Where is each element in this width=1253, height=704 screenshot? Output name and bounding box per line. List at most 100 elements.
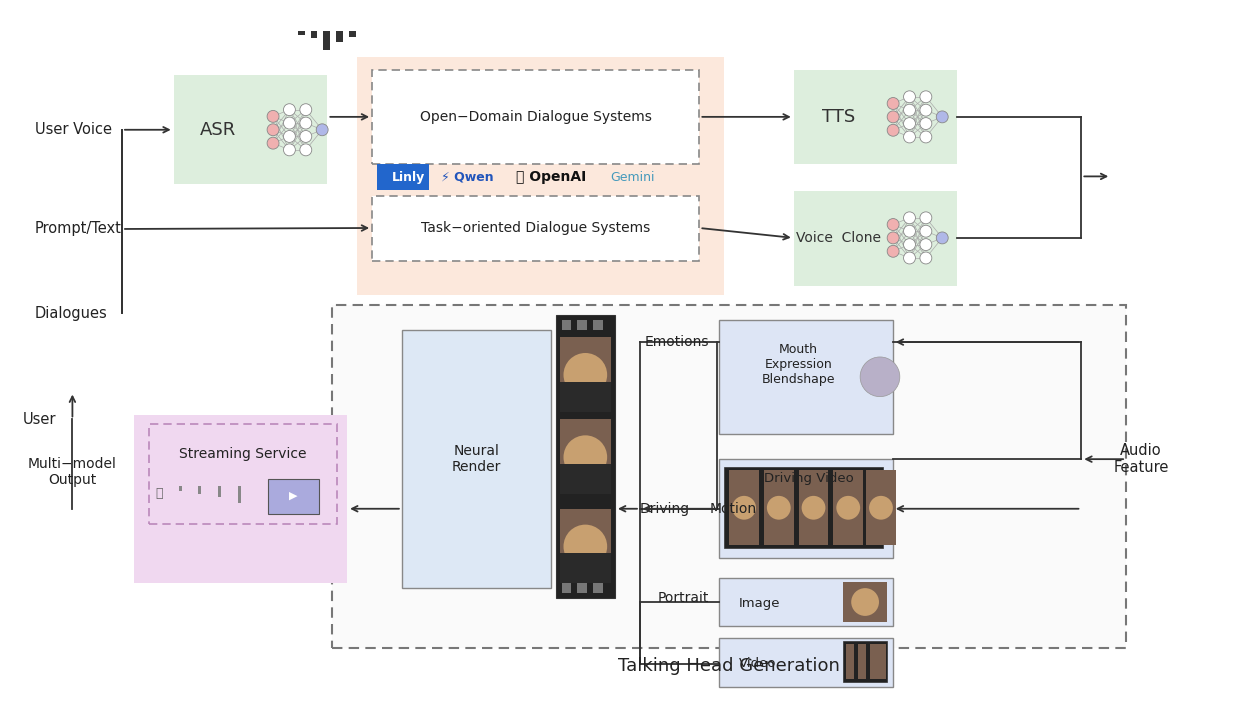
Text: Emotions: Emotions bbox=[645, 335, 709, 349]
Circle shape bbox=[920, 212, 932, 224]
Circle shape bbox=[887, 98, 900, 109]
Circle shape bbox=[903, 104, 916, 116]
Bar bbox=[560, 337, 611, 412]
Circle shape bbox=[887, 232, 900, 244]
Circle shape bbox=[860, 357, 900, 396]
Bar bbox=[719, 578, 893, 626]
Circle shape bbox=[887, 125, 900, 136]
Circle shape bbox=[267, 137, 279, 149]
Bar bbox=[332, 306, 1126, 648]
Circle shape bbox=[299, 117, 312, 129]
Bar bbox=[311, 30, 317, 39]
Text: Linly: Linly bbox=[392, 171, 425, 184]
Bar bbox=[793, 191, 957, 286]
Circle shape bbox=[299, 103, 312, 115]
Circle shape bbox=[920, 252, 932, 264]
Text: Portrait: Portrait bbox=[658, 591, 709, 605]
Bar bbox=[560, 509, 611, 583]
Bar bbox=[238, 486, 241, 503]
Text: Driving: Driving bbox=[640, 502, 690, 516]
Circle shape bbox=[903, 131, 916, 143]
Circle shape bbox=[564, 435, 608, 479]
Text: Audio
Feature: Audio Feature bbox=[1113, 443, 1169, 475]
Circle shape bbox=[732, 496, 756, 520]
Bar bbox=[561, 583, 571, 593]
Text: TTS: TTS bbox=[822, 108, 855, 126]
Bar bbox=[372, 196, 699, 260]
Bar bbox=[560, 464, 611, 494]
Bar bbox=[377, 165, 429, 190]
Bar bbox=[858, 643, 866, 679]
Bar bbox=[593, 583, 603, 593]
Circle shape bbox=[903, 239, 916, 251]
Circle shape bbox=[936, 232, 949, 244]
Bar bbox=[729, 470, 759, 546]
Circle shape bbox=[887, 218, 900, 230]
Circle shape bbox=[802, 496, 826, 520]
Text: Gemini: Gemini bbox=[610, 171, 654, 184]
Bar bbox=[719, 320, 893, 434]
Circle shape bbox=[564, 353, 608, 396]
Bar bbox=[336, 30, 343, 42]
Circle shape bbox=[920, 225, 932, 237]
Text: Dialogues: Dialogues bbox=[35, 306, 108, 321]
Bar bbox=[719, 638, 893, 687]
Bar bbox=[846, 643, 855, 679]
Bar bbox=[350, 30, 356, 37]
Text: Prompt/Text: Prompt/Text bbox=[35, 222, 122, 237]
Bar bbox=[560, 553, 611, 583]
Text: User Voice: User Voice bbox=[35, 122, 112, 137]
Text: Multi−model
Output: Multi−model Output bbox=[28, 457, 117, 487]
Circle shape bbox=[887, 111, 900, 122]
Text: Streaming Service: Streaming Service bbox=[179, 447, 307, 461]
Bar bbox=[323, 30, 331, 51]
Circle shape bbox=[920, 91, 932, 103]
Bar bbox=[724, 467, 883, 548]
Bar bbox=[870, 643, 878, 679]
Bar bbox=[555, 315, 615, 598]
Bar bbox=[593, 320, 603, 330]
Bar bbox=[134, 415, 347, 583]
Circle shape bbox=[920, 131, 932, 143]
Bar bbox=[560, 420, 611, 494]
Circle shape bbox=[283, 130, 296, 142]
Bar bbox=[843, 582, 887, 622]
Bar bbox=[764, 470, 793, 546]
Bar bbox=[268, 479, 320, 514]
Bar bbox=[866, 470, 896, 546]
Text: Open−Domain Dialogue Systems: Open−Domain Dialogue Systems bbox=[420, 110, 652, 124]
Circle shape bbox=[903, 252, 916, 264]
Circle shape bbox=[903, 118, 916, 130]
Circle shape bbox=[920, 239, 932, 251]
Text: Ⓢ OpenAI: Ⓢ OpenAI bbox=[516, 170, 586, 184]
Text: ⌸: ⌸ bbox=[155, 487, 163, 501]
Circle shape bbox=[903, 225, 916, 237]
Circle shape bbox=[903, 91, 916, 103]
Bar bbox=[878, 643, 886, 679]
Bar bbox=[719, 459, 893, 558]
Bar bbox=[560, 382, 611, 412]
Circle shape bbox=[283, 103, 296, 115]
Text: ⚡ Qwen: ⚡ Qwen bbox=[441, 171, 494, 184]
Bar bbox=[402, 330, 550, 588]
Circle shape bbox=[267, 124, 279, 136]
Bar bbox=[561, 320, 571, 330]
Text: Neural
Render: Neural Render bbox=[451, 444, 501, 474]
Text: ASR: ASR bbox=[200, 121, 237, 139]
Text: ▶: ▶ bbox=[289, 491, 298, 501]
Bar bbox=[174, 75, 327, 184]
Bar bbox=[372, 70, 699, 165]
Circle shape bbox=[887, 246, 900, 257]
Bar bbox=[357, 57, 724, 296]
Circle shape bbox=[870, 496, 893, 520]
Text: Image: Image bbox=[739, 596, 781, 610]
Circle shape bbox=[316, 124, 328, 136]
Text: Task−oriented Dialogue Systems: Task−oriented Dialogue Systems bbox=[421, 221, 650, 235]
Circle shape bbox=[283, 117, 296, 129]
Text: Voice  Clone: Voice Clone bbox=[796, 231, 881, 245]
Bar bbox=[833, 470, 863, 546]
Bar bbox=[298, 30, 304, 34]
Circle shape bbox=[564, 524, 608, 568]
Circle shape bbox=[936, 111, 949, 122]
Circle shape bbox=[836, 496, 860, 520]
